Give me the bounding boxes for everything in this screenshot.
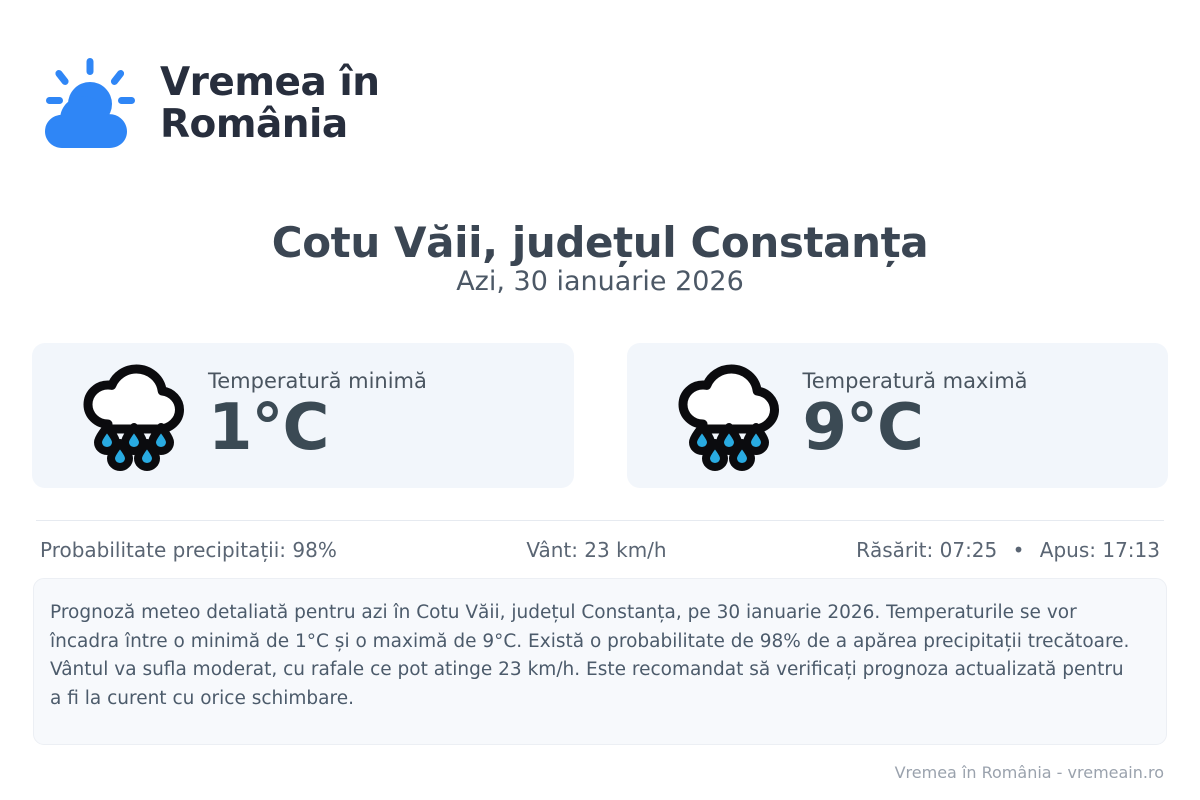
footer-credit: Vremea în România - vremeain.ro	[894, 763, 1164, 782]
page-subtitle: Azi, 30 ianuarie 2026	[456, 266, 744, 297]
forecast-description-panel: Prognoză meteo detaliată pentru azi în C…	[33, 578, 1167, 745]
precipitation-stat: Probabilitate precipitații: 98%	[40, 538, 337, 562]
sun-behind-cloud-icon	[36, 52, 144, 156]
max-temperature-label: Temperatură maximă	[802, 368, 1028, 393]
temperature-cards: Temperatură minimă 1°C Temper	[32, 343, 1168, 488]
stats-divider	[36, 520, 1164, 521]
site-logo-text: Vremea în România	[160, 59, 380, 147]
min-temperature-body: Temperatură minimă 1°C	[208, 369, 427, 462]
sunrise-value: Răsărit: 07:25	[856, 538, 998, 562]
rain-cloud-icon	[669, 361, 789, 471]
min-temperature-value: 1°C	[208, 390, 329, 465]
max-temperature-value: 9°C	[802, 390, 925, 465]
bullet-separator-icon: •	[1012, 538, 1025, 562]
page-title: Cotu Văii, județul Constanța	[271, 218, 929, 268]
site-logo[interactable]: Vremea în România	[36, 52, 380, 156]
wind-stat: Vânt: 23 km/h	[526, 538, 667, 562]
forecast-description-text: Prognoză meteo detaliată pentru azi în C…	[50, 602, 1130, 709]
min-temperature-card: Temperatură minimă 1°C	[32, 343, 574, 488]
max-temperature-body: Temperatură maximă 9°C	[803, 369, 1028, 462]
rain-cloud-icon	[74, 361, 194, 471]
weather-stats-row: Probabilitate precipitații: 98% Vânt: 23…	[40, 538, 1160, 562]
sun-times-stat: Răsărit: 07:25 • Apus: 17:13	[856, 538, 1160, 562]
sunset-value: Apus: 17:13	[1039, 538, 1160, 562]
max-temperature-card: Temperatură maximă 9°C	[626, 343, 1168, 488]
min-temperature-label: Temperatură minimă	[208, 368, 427, 393]
